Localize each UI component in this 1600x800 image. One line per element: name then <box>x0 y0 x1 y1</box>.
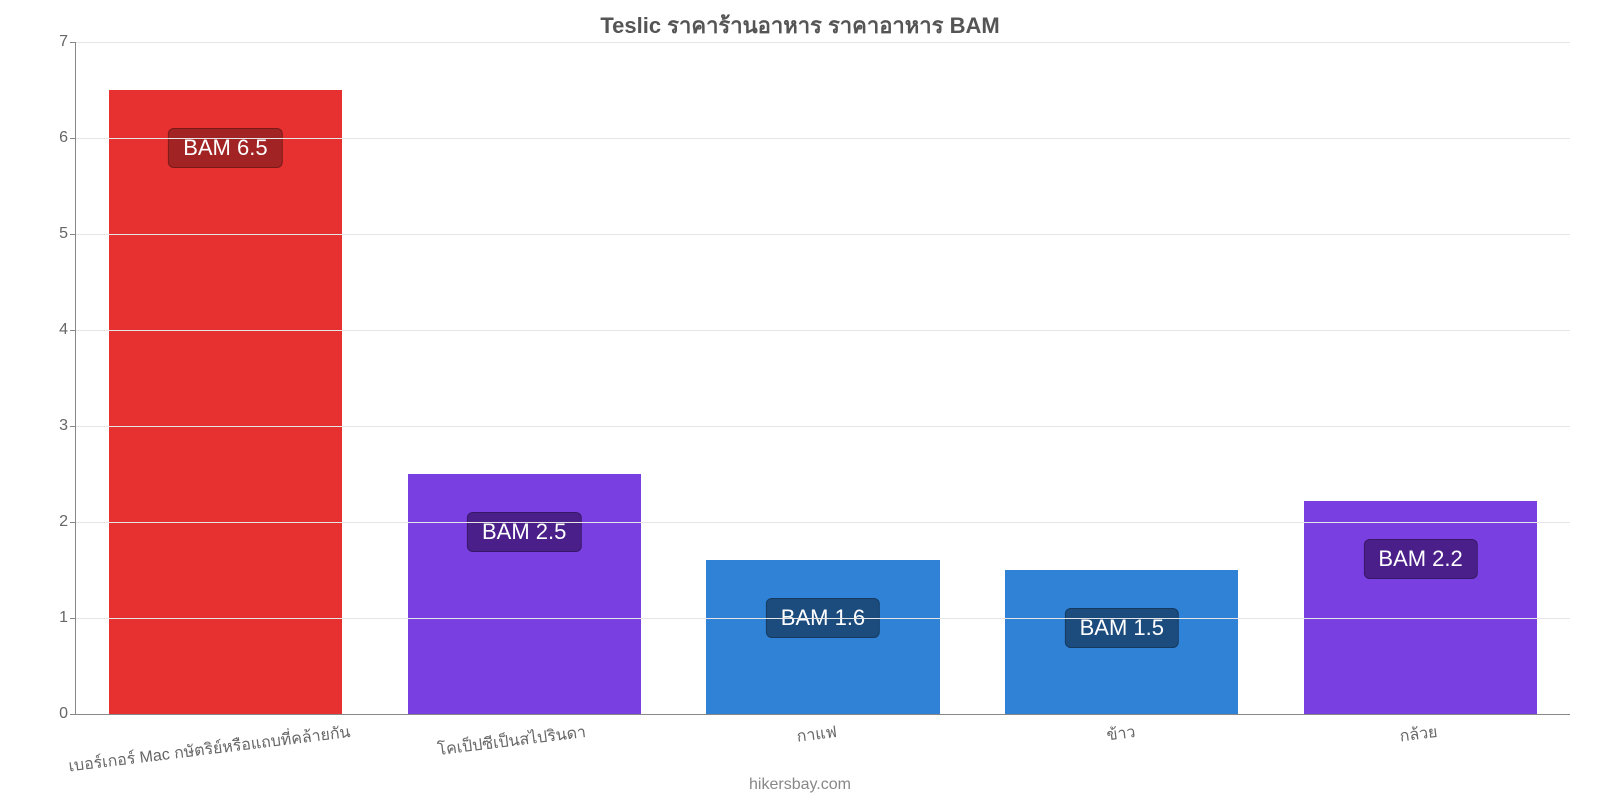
gridline <box>76 138 1570 139</box>
y-tick-mark <box>70 618 76 619</box>
x-axis-label: ข้าว <box>1105 720 1137 748</box>
y-tick-label: 4 <box>59 321 68 339</box>
x-axis-label: โคเป็ปซีเป็นสไปรินดา <box>436 720 587 763</box>
x-axis-label: กล้วย <box>1398 720 1439 749</box>
y-tick-mark <box>70 234 76 235</box>
gridline <box>76 426 1570 427</box>
credit-text: hikersbay.com <box>0 776 1600 794</box>
y-tick-mark <box>70 330 76 331</box>
bar-value-label: BAM 2.5 <box>467 512 581 552</box>
y-tick-mark <box>70 522 76 523</box>
y-tick-label: 3 <box>59 417 68 435</box>
y-tick-label: 2 <box>59 513 68 531</box>
bar-value-label: BAM 2.2 <box>1363 539 1477 579</box>
y-tick-label: 1 <box>59 609 68 627</box>
x-axis-label: กาแฟ <box>795 720 838 750</box>
plot-area: BAM 6.5เบอร์เกอร์ Mac กษัตริย์หรือแถบที่… <box>75 42 1570 715</box>
gridline <box>76 522 1570 523</box>
x-axis-label: เบอร์เกอร์ Mac กษัตริย์หรือแถบที่คล้ายกั… <box>67 720 352 779</box>
bar-slot: BAM 2.5โคเป็ปซีเป็นสไปรินดา <box>375 42 674 714</box>
bar-chart: Teslic ราคาร้านอาหาร ราคาอาหาร BAM BAM 6… <box>0 0 1600 800</box>
bar-slot: BAM 1.6กาแฟ <box>674 42 973 714</box>
y-tick-label: 0 <box>59 705 68 723</box>
bar-slot: BAM 6.5เบอร์เกอร์ Mac กษัตริย์หรือแถบที่… <box>76 42 375 714</box>
bar-slot: BAM 2.2กล้วย <box>1271 42 1570 714</box>
bars-row: BAM 6.5เบอร์เกอร์ Mac กษัตริย์หรือแถบที่… <box>76 42 1570 714</box>
gridline <box>76 42 1570 43</box>
bar <box>408 474 641 714</box>
gridline <box>76 234 1570 235</box>
bar <box>109 90 342 714</box>
y-tick-mark <box>70 42 76 43</box>
y-tick-mark <box>70 714 76 715</box>
bar <box>1304 501 1537 714</box>
y-tick-mark <box>70 426 76 427</box>
gridline <box>76 330 1570 331</box>
gridline <box>76 618 1570 619</box>
bar-slot: BAM 1.5ข้าว <box>972 42 1271 714</box>
bar-value-label: BAM 6.5 <box>168 128 282 168</box>
y-tick-label: 5 <box>59 225 68 243</box>
chart-title: Teslic ราคาร้านอาหาร ราคาอาหาร BAM <box>0 8 1600 43</box>
y-tick-label: 7 <box>59 33 68 51</box>
y-tick-mark <box>70 138 76 139</box>
y-tick-label: 6 <box>59 129 68 147</box>
bar-value-label: BAM 1.5 <box>1065 608 1179 648</box>
